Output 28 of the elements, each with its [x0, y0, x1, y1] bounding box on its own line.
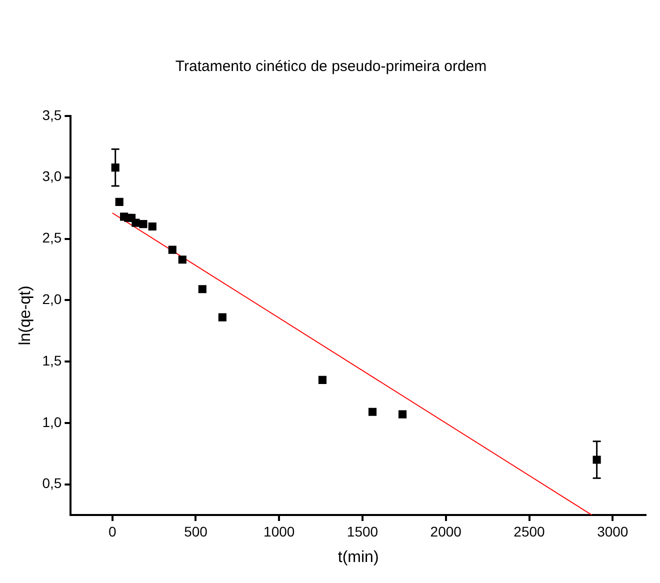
x-axis-title: t(min) [338, 548, 379, 566]
x-tick-label: 1500 [346, 523, 378, 540]
x-tick-label: 500 [184, 523, 208, 540]
y-tick-label: 2,5 [42, 230, 62, 246]
y-axis-title: ln(qe-qt) [17, 286, 34, 346]
point [148, 222, 156, 231]
x-tick-label: 2000 [430, 523, 462, 540]
chart-title: Tratamento cinético de pseudo-primeira ordem [175, 58, 487, 76]
y-tick-label: 3,5 [42, 106, 62, 123]
y-tick-label: 3,0 [42, 168, 62, 184]
point [198, 285, 206, 294]
x-tick-label: 0 [108, 523, 116, 540]
point [115, 198, 124, 206]
point [178, 256, 186, 264]
point [139, 220, 148, 228]
x-tick-label: 1000 [264, 523, 295, 540]
point [368, 408, 377, 416]
point [318, 376, 327, 384]
point [398, 410, 407, 418]
y-tick-label: 1,5 [42, 352, 62, 368]
point [218, 313, 226, 322]
y-tick-label: 2,0 [42, 291, 62, 308]
y-tick-label: 0,5 [42, 475, 62, 492]
y-tick-label: 1,0 [42, 414, 62, 430]
point [132, 218, 140, 227]
x-tick-label: 2500 [514, 523, 546, 540]
x-tick-label: 3000 [597, 523, 628, 540]
point [168, 246, 176, 254]
